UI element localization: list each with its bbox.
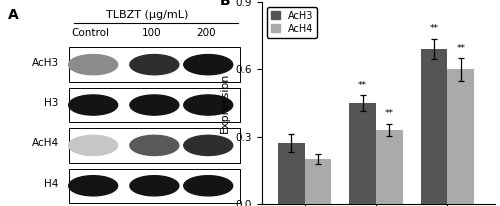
Ellipse shape (184, 95, 232, 115)
Ellipse shape (68, 176, 117, 196)
Text: AcH4: AcH4 (32, 138, 59, 148)
Legend: AcH3, AcH4: AcH3, AcH4 (266, 7, 318, 38)
Y-axis label: Expression: Expression (220, 73, 230, 133)
Text: AcH3: AcH3 (32, 58, 59, 68)
Text: H3: H3 (44, 98, 59, 108)
Bar (448, 69, 474, 204)
Ellipse shape (184, 55, 232, 75)
Bar (421, 49, 448, 204)
FancyBboxPatch shape (68, 128, 240, 163)
Text: **: ** (385, 109, 394, 118)
Ellipse shape (130, 176, 179, 196)
Ellipse shape (130, 55, 179, 75)
Ellipse shape (68, 95, 117, 115)
Ellipse shape (130, 95, 179, 115)
Text: **: ** (456, 43, 465, 53)
Text: Control: Control (72, 28, 110, 38)
Text: 100: 100 (142, 28, 162, 38)
Text: **: ** (358, 81, 367, 90)
Text: **: ** (430, 25, 438, 33)
FancyBboxPatch shape (68, 169, 240, 203)
Bar (350, 103, 376, 204)
Text: A: A (8, 8, 18, 22)
Text: B: B (220, 0, 230, 8)
Bar (278, 143, 304, 204)
Ellipse shape (68, 55, 117, 75)
Text: H4: H4 (44, 179, 59, 189)
FancyBboxPatch shape (68, 48, 240, 82)
Bar (376, 130, 402, 204)
FancyBboxPatch shape (68, 88, 240, 122)
Text: TLBZT (μg/mL): TLBZT (μg/mL) (106, 10, 188, 20)
Ellipse shape (184, 135, 232, 156)
Ellipse shape (184, 176, 232, 196)
Bar (304, 159, 332, 204)
Text: 200: 200 (196, 28, 216, 38)
Ellipse shape (130, 135, 179, 156)
Ellipse shape (68, 135, 117, 156)
